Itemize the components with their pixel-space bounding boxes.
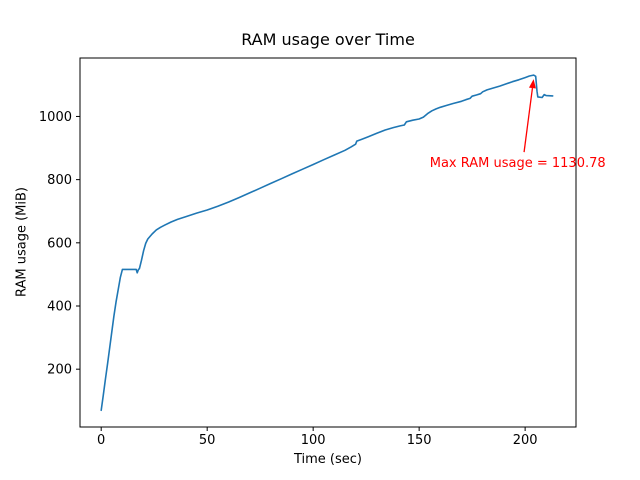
x-tick-label: 100 [301, 433, 326, 448]
x-tick-label: 50 [199, 433, 216, 448]
x-axis-label: Time (sec) [293, 452, 362, 467]
axes-spines [79, 57, 577, 428]
max-annotation-arrow-head [528, 79, 536, 89]
y-tick-label: 1000 [39, 110, 72, 125]
x-tick-label: 150 [407, 433, 432, 448]
max-annotation-text: Max RAM usage = 1130.78 [430, 156, 606, 171]
x-tick-label: 200 [513, 433, 538, 448]
ram-usage-line [100, 74, 554, 412]
y-tick-label: 200 [47, 363, 72, 378]
y-tick-label: 800 [47, 173, 72, 188]
x-tick-label: 0 [97, 433, 105, 448]
y-tick-label: 600 [47, 236, 72, 251]
y-tick-label: 400 [47, 300, 72, 315]
max-annotation-arrow-line [523, 88, 534, 153]
chart-title: RAM usage over Time [241, 30, 415, 49]
